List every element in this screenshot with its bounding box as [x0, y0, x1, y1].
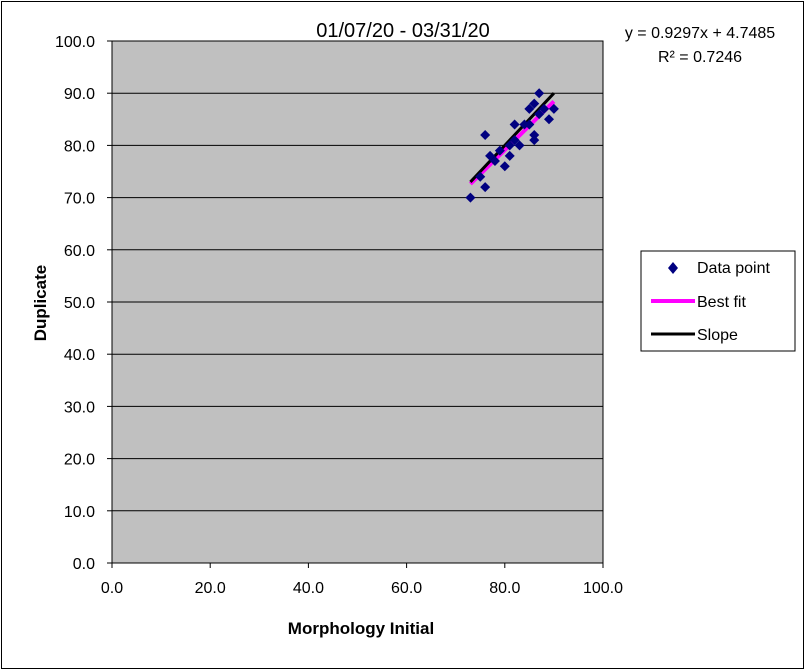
data-point [539, 103, 550, 114]
legend-label-best-fit: Best fit [697, 294, 746, 311]
x-tick-label: 60.0 [391, 580, 422, 597]
data-point [480, 182, 491, 193]
y-tick-labels: 0.0 10.0 20.0 30.0 40.0 50.0 60.0 70.0 80.0 90.0 1… [55, 34, 95, 573]
data-point [514, 140, 525, 151]
legend-label-slope: Slope [697, 327, 738, 344]
y-tick-label: 60.0 [64, 243, 95, 260]
r-squared-label: R² = 0.7246 [658, 49, 742, 66]
data-point [529, 135, 540, 146]
trend-equation: y = 0.9297x + 4.7485 [625, 25, 775, 42]
legend: Data point Best fit Slope [640, 250, 796, 352]
data-point [475, 171, 486, 182]
y-tick-label: 80.0 [64, 138, 95, 155]
data-point [534, 109, 545, 120]
legend-diamond-marker [668, 262, 678, 274]
x-tick-label: 20.0 [195, 580, 226, 597]
data-point [489, 156, 500, 167]
y-tick-label: 30.0 [64, 399, 95, 416]
data-points [465, 88, 559, 203]
y-tick-label: 10.0 [64, 504, 95, 521]
x-tick-label: 40.0 [293, 580, 324, 597]
y-tick-label: 0.0 [73, 556, 95, 573]
y-tick-label: 90.0 [64, 86, 95, 103]
data-point [529, 129, 540, 140]
y-tick-label: 50.0 [64, 295, 95, 312]
data-point [504, 140, 515, 151]
data-point [524, 119, 535, 130]
x-axis-label: Morphology Initial [288, 619, 434, 638]
y-tick-label: 40.0 [64, 347, 95, 364]
y-axis-label: Duplicate [31, 265, 50, 342]
data-point [465, 192, 476, 203]
y-tick-label: 100.0 [55, 34, 95, 51]
data-point [529, 98, 540, 109]
data-point [504, 150, 515, 161]
x-tick-label: 80.0 [489, 580, 520, 597]
data-point [485, 150, 496, 161]
data-point [499, 161, 510, 172]
data-point [494, 145, 505, 156]
x-tick-labels: 0.0 20.0 40.0 60.0 80.0 100.0 [101, 580, 623, 597]
axes [107, 40, 604, 568]
y-tick-label: 20.0 [64, 452, 95, 469]
y-tick-label: 70.0 [64, 191, 95, 208]
x-tick-label: 100.0 [583, 580, 623, 597]
data-point [534, 88, 545, 99]
data-point [543, 114, 554, 125]
legend-label-data-point: Data point [697, 260, 770, 277]
data-point [509, 135, 520, 146]
data-point [548, 103, 559, 114]
data-point [480, 129, 491, 140]
data-point [524, 103, 535, 114]
x-tick-label: 0.0 [101, 580, 123, 597]
chart-title: 01/07/20 - 03/31/20 [316, 20, 489, 42]
data-point [509, 119, 520, 130]
